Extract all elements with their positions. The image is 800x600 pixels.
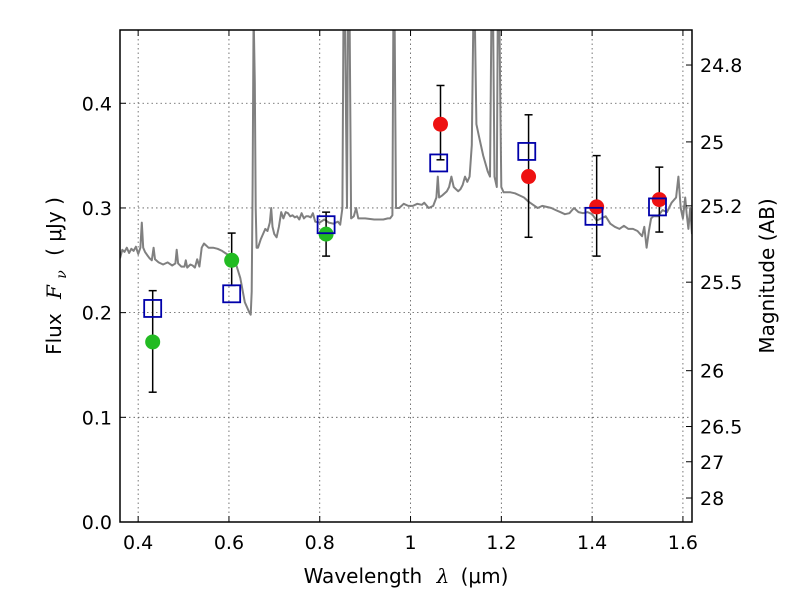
x-tick-label: 1.6: [668, 532, 698, 554]
y-tick-label: 0.1: [82, 407, 112, 429]
model-square-marker: [517, 142, 537, 161]
right-tick-label: 25: [700, 132, 724, 154]
x-tick-label: 0.6: [214, 532, 244, 554]
right-tick-label: 28: [700, 488, 724, 510]
y-axis-label-text: Flux: [42, 313, 66, 355]
red-data-point: [521, 169, 537, 185]
plot-background: [120, 30, 692, 522]
y-axis-label-symbol: F: [42, 284, 66, 300]
axis-ticks: 0.4 0.6 0.8 1 1.2 1.4 1.6 0.0 0.1 0.2 0.3 0.4 24.8 25…: [82, 30, 742, 554]
right-tick-label: 25.2: [700, 196, 742, 218]
y-axis-label: Flux F ν ( μJy ): [42, 197, 71, 355]
right-tick-label: 24.8: [700, 55, 742, 77]
plot-frame: [119, 29, 693, 523]
green-data-point: [318, 226, 334, 242]
spectrum-line: [120, 30, 692, 316]
green-data-point: [145, 334, 161, 350]
x-tick-label: 1.4: [577, 532, 607, 554]
model-square-marker: [222, 284, 242, 304]
x-axis-label: Wavelength λ (μm): [304, 564, 509, 588]
y-axis-label-subscript: ν: [54, 270, 70, 279]
right-tick-label: 26: [700, 361, 724, 383]
y-axis-label-units: ( μJy ): [42, 197, 66, 256]
model-square-marker: [429, 153, 449, 173]
model-square-marker: [316, 215, 336, 235]
x-tick-label: 1.2: [486, 532, 516, 554]
right-tick-label: 26.5: [700, 417, 742, 439]
y-tick-label: 0.2: [82, 303, 112, 325]
y-tick-label: 0.0: [82, 512, 112, 534]
spectrum-series: [120, 30, 692, 316]
model-square-marker: [648, 197, 667, 217]
red-data-point: [589, 199, 605, 215]
red-data-point: [433, 116, 449, 132]
model-photometry: [143, 142, 667, 318]
grid: [120, 30, 692, 523]
model-square-marker: [143, 299, 163, 318]
observed-points: [145, 116, 667, 350]
x-tick-label: 0.8: [305, 532, 335, 554]
x-tick-label: 1: [404, 532, 416, 554]
model-square-marker: [584, 206, 604, 226]
x-axis-label-symbol: λ: [436, 564, 450, 588]
green-data-point: [224, 252, 240, 268]
right-axis-label: Magnitude (AB): [755, 198, 779, 353]
x-tick-label: 0.4: [123, 532, 153, 554]
y-tick-label: 0.4: [82, 93, 112, 115]
right-tick-label: 27: [700, 452, 724, 474]
y-tick-label: 0.3: [82, 198, 112, 220]
right-tick-label: 25.5: [700, 272, 742, 294]
red-data-point: [651, 192, 667, 208]
x-axis-label-text: Wavelength: [304, 564, 423, 588]
x-axis-label-units: (μm): [461, 564, 509, 588]
